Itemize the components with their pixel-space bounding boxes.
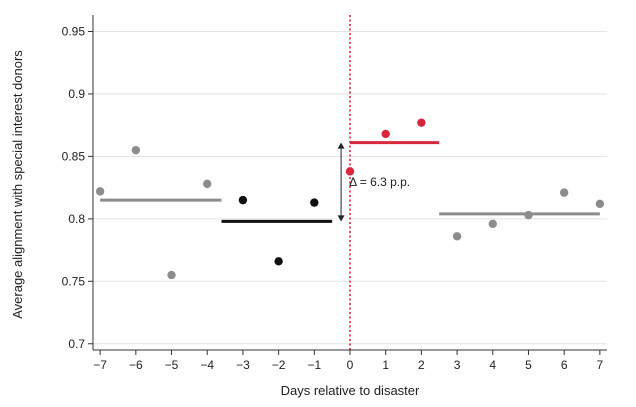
x-tick-label: 4 <box>489 358 496 372</box>
x-tick-label: −7 <box>93 358 107 372</box>
mean-lines <box>100 141 600 223</box>
data-point-early-pre <box>167 270 176 280</box>
y-tick-label: 0.7 <box>68 337 85 351</box>
x-tick-label: 5 <box>525 358 532 372</box>
delta-arrow-head-top <box>337 142 345 149</box>
x-tick-label: 6 <box>561 358 568 372</box>
x-tick-label: −3 <box>236 358 250 372</box>
data-point-early-pre <box>203 179 212 189</box>
data-point-post <box>417 118 426 127</box>
y-tick-label: 0.95 <box>62 24 86 38</box>
data-point-post <box>345 167 355 176</box>
x-tick-label: 0 <box>347 358 354 372</box>
data-point-pre <box>238 195 248 205</box>
data-point-late-post <box>559 188 569 197</box>
data-point-late-post <box>488 219 497 229</box>
delta-arrow-head-bottom <box>337 215 345 222</box>
data-point-pre <box>274 257 283 266</box>
x-tick-label: −2 <box>272 358 286 372</box>
x-tick-label: 1 <box>382 358 389 372</box>
annotation: Δ = 6.3 p.p. <box>337 142 410 222</box>
data-point-late-post <box>452 232 462 241</box>
delta-annotation-label: Δ = 6.3 p.p. <box>349 175 410 189</box>
x-tick-label: 3 <box>454 358 461 372</box>
y-axis-title: Average alignment with special interest … <box>10 50 25 319</box>
gridlines <box>93 15 607 350</box>
data-point-early-pre <box>95 187 105 196</box>
data-point-post <box>381 129 390 139</box>
x-tick-label: 2 <box>418 358 425 372</box>
x-tick-label: 7 <box>597 358 604 372</box>
y-tick-label: 0.75 <box>62 274 86 288</box>
x-tick-label: −1 <box>307 358 321 372</box>
data-points <box>95 118 605 280</box>
y-tick-label: 0.9 <box>68 87 85 101</box>
data-point-early-pre <box>131 145 141 155</box>
x-tick-label: −5 <box>165 358 179 372</box>
y-tick-label: 0.8 <box>68 212 85 226</box>
data-point-late-post <box>524 210 533 220</box>
data-point-pre <box>310 198 319 207</box>
axes: 0.7 0.75 0.8 0.85 0.9 0.95 −7 −6 −5 −4 −3 −2 −1 0 1 2 3 4… <box>62 15 607 372</box>
data-point-late-post <box>595 199 605 209</box>
x-tick-label: −4 <box>200 358 214 372</box>
x-tick-label: −6 <box>129 358 143 372</box>
y-tick-label: 0.85 <box>62 149 86 163</box>
x-axis-title: Days relative to disaster <box>281 383 420 398</box>
